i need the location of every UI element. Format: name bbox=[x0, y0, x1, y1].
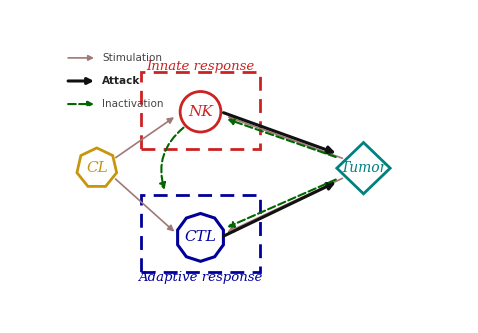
Text: Innate response: Innate response bbox=[146, 60, 255, 73]
Bar bbox=[141, 72, 260, 149]
Text: Tumor: Tumor bbox=[340, 161, 387, 175]
Text: CTL: CTL bbox=[185, 230, 217, 244]
Bar bbox=[141, 195, 260, 272]
Text: Stimulation: Stimulation bbox=[102, 53, 163, 63]
Text: CL: CL bbox=[86, 161, 108, 175]
Text: Attack: Attack bbox=[102, 76, 141, 86]
Text: Adaptive response: Adaptive response bbox=[138, 271, 263, 284]
Text: Inactivation: Inactivation bbox=[102, 99, 164, 109]
Text: NK: NK bbox=[188, 105, 213, 119]
